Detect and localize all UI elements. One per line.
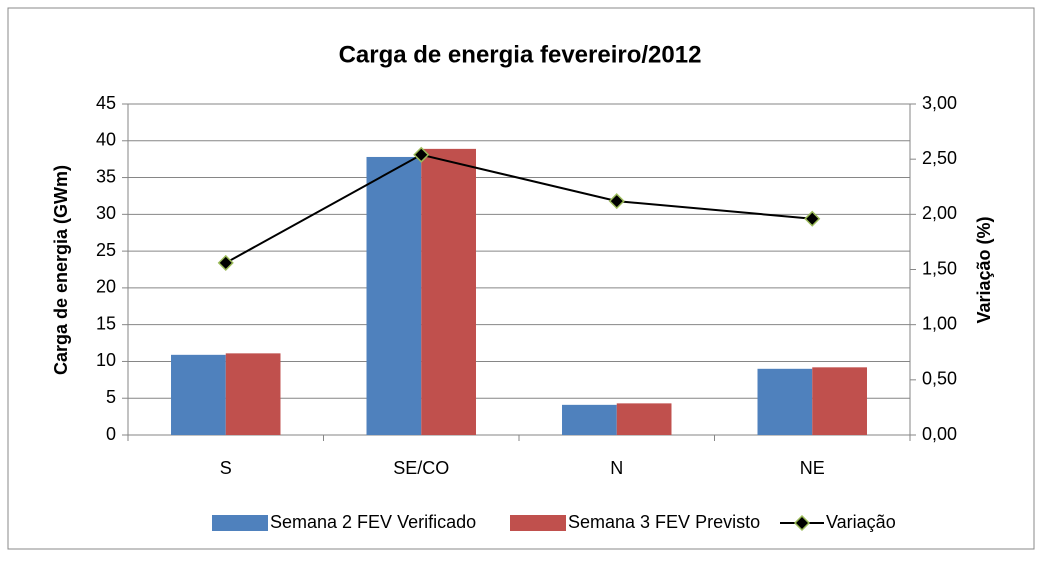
legend-marker [793, 514, 811, 532]
y-tick-label: 45 [96, 93, 116, 113]
y-tick-label: 20 [96, 277, 116, 297]
line [225, 153, 813, 264]
marker [217, 254, 234, 271]
y-tick-label: 10 [96, 350, 116, 370]
y2-tick-label: 3,00 [922, 93, 957, 113]
marker [608, 193, 625, 210]
marker [413, 146, 430, 163]
y-tick-label: 15 [96, 313, 116, 333]
chart-border [7, 7, 1035, 550]
x-tick-label: NE [800, 458, 825, 478]
marker [804, 210, 821, 227]
legend-label: Semana 2 FEV Verificado [270, 512, 476, 532]
x-tick-label: S [220, 458, 232, 478]
y-tick-label: 25 [96, 240, 116, 260]
y2-tick-label: 1,00 [922, 313, 957, 333]
bar [225, 353, 281, 435]
y-tick-label: 5 [106, 387, 116, 407]
bar [171, 354, 226, 435]
y2-tick-label: 0,00 [922, 424, 957, 444]
y-tick-label: 30 [96, 203, 116, 223]
legend-swatch [212, 515, 268, 531]
y2-tick-label: 0,50 [922, 369, 957, 389]
bar [366, 156, 422, 435]
legend-swatch [510, 515, 566, 531]
y2-tick-label: 2,50 [922, 148, 957, 168]
y2-tick-label: 2,00 [922, 203, 957, 223]
bar [757, 368, 813, 435]
y2-tick-label: 1,50 [922, 258, 957, 278]
y-tick-label: 35 [96, 166, 116, 186]
bar [562, 404, 617, 435]
y-tick-label: 0 [106, 424, 116, 444]
legend-label: Variação [826, 512, 896, 532]
y-tick-label: 40 [96, 130, 116, 150]
chart-title: Carga de energia fevereiro/2012 [339, 41, 702, 68]
x-tick-label: SE/CO [393, 458, 449, 478]
x-tick-label: N [610, 458, 623, 478]
legend-label: Semana 3 FEV Previsto [568, 512, 760, 532]
y-axis-title: Carga de energia (GWm) [51, 165, 71, 375]
bar [812, 367, 867, 435]
y2-axis-title: Variação (%) [974, 216, 994, 323]
bar [616, 403, 672, 435]
bar [421, 148, 476, 435]
